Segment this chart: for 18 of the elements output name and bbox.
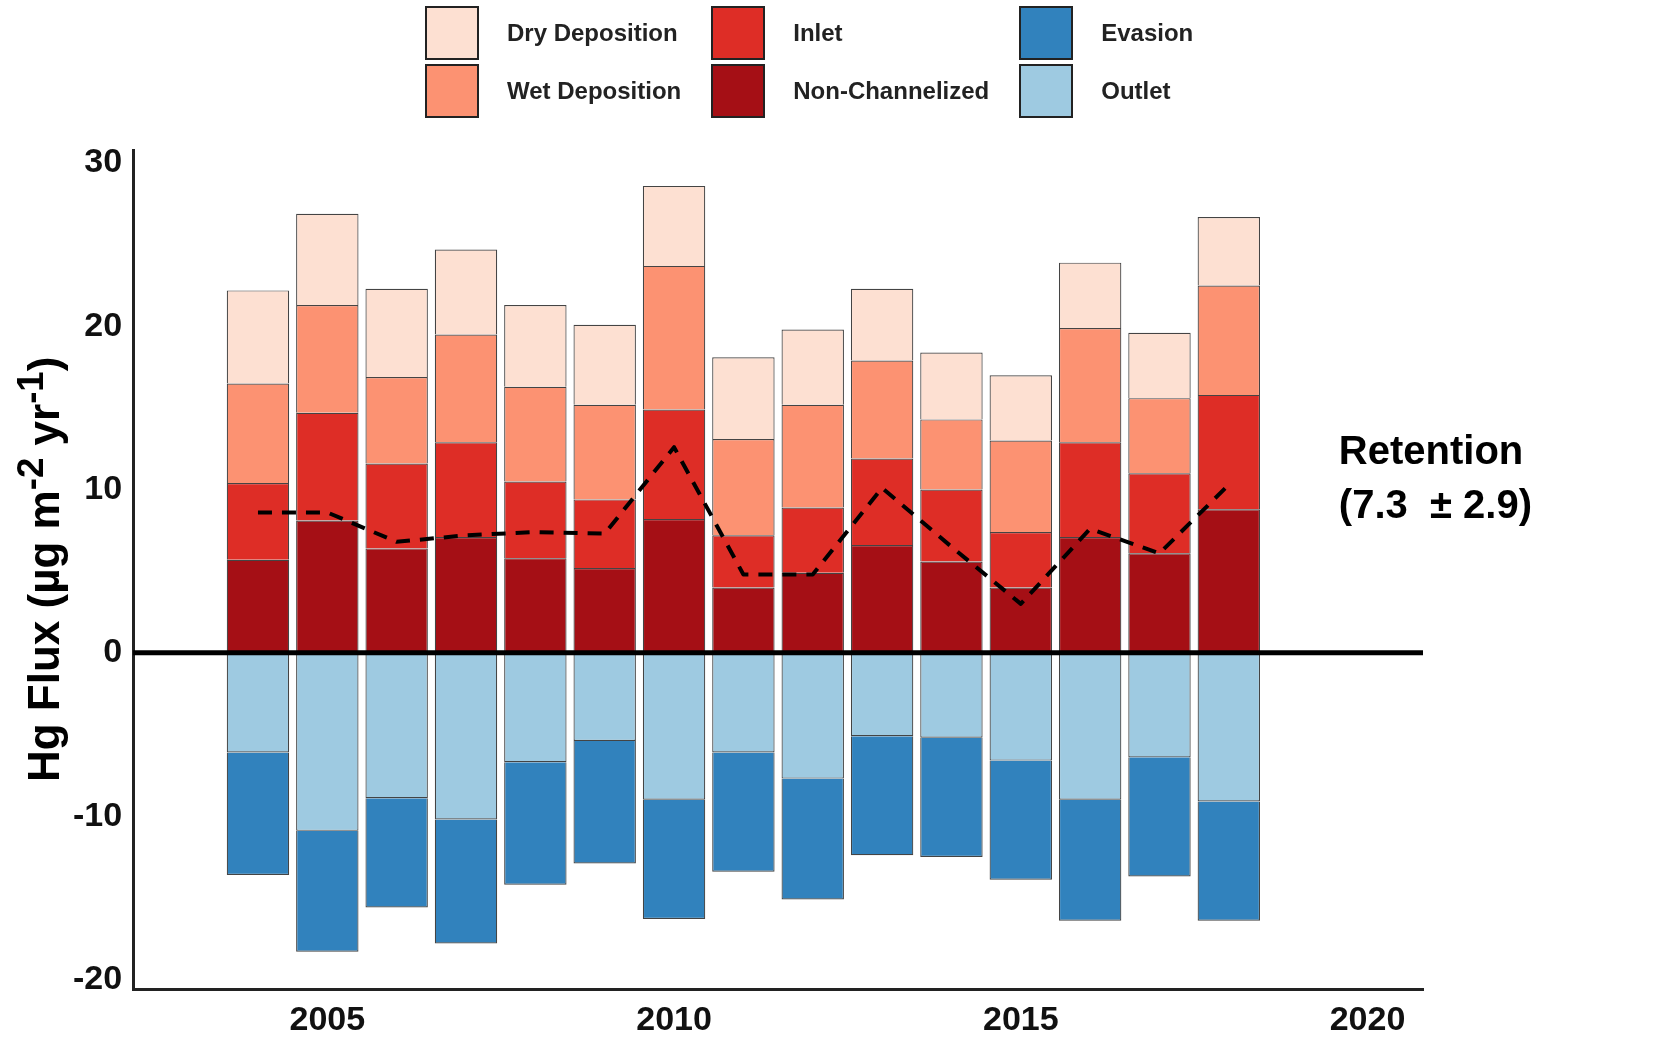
- x-tick-label: 2015: [982, 998, 1059, 1037]
- legend-label: Outlet: [1101, 77, 1171, 105]
- y-tick-label: 10: [84, 467, 123, 506]
- y-tick-label: 0: [103, 631, 123, 670]
- legend-label: Dry Deposition: [507, 19, 678, 47]
- legend-label: Non-Channelized: [793, 77, 990, 105]
- x-tick-label: 2020: [1329, 998, 1406, 1037]
- legend-label: Inlet: [793, 19, 843, 47]
- y-tick-label: 30: [84, 141, 123, 180]
- x-tick-label: 2010: [636, 998, 712, 1037]
- x-tick-label: 2005: [289, 998, 366, 1037]
- text: Retention: [1338, 427, 1524, 472]
- y-tick-label: -20: [73, 957, 123, 996]
- annotation: (7.3 ± 2.9): [1338, 481, 1532, 526]
- y-tick-label: -10: [73, 794, 123, 833]
- legend-label: Wet Deposition: [507, 77, 682, 105]
- legend-label: Evasion: [1101, 19, 1194, 47]
- y-tick-label: 20: [84, 304, 123, 343]
